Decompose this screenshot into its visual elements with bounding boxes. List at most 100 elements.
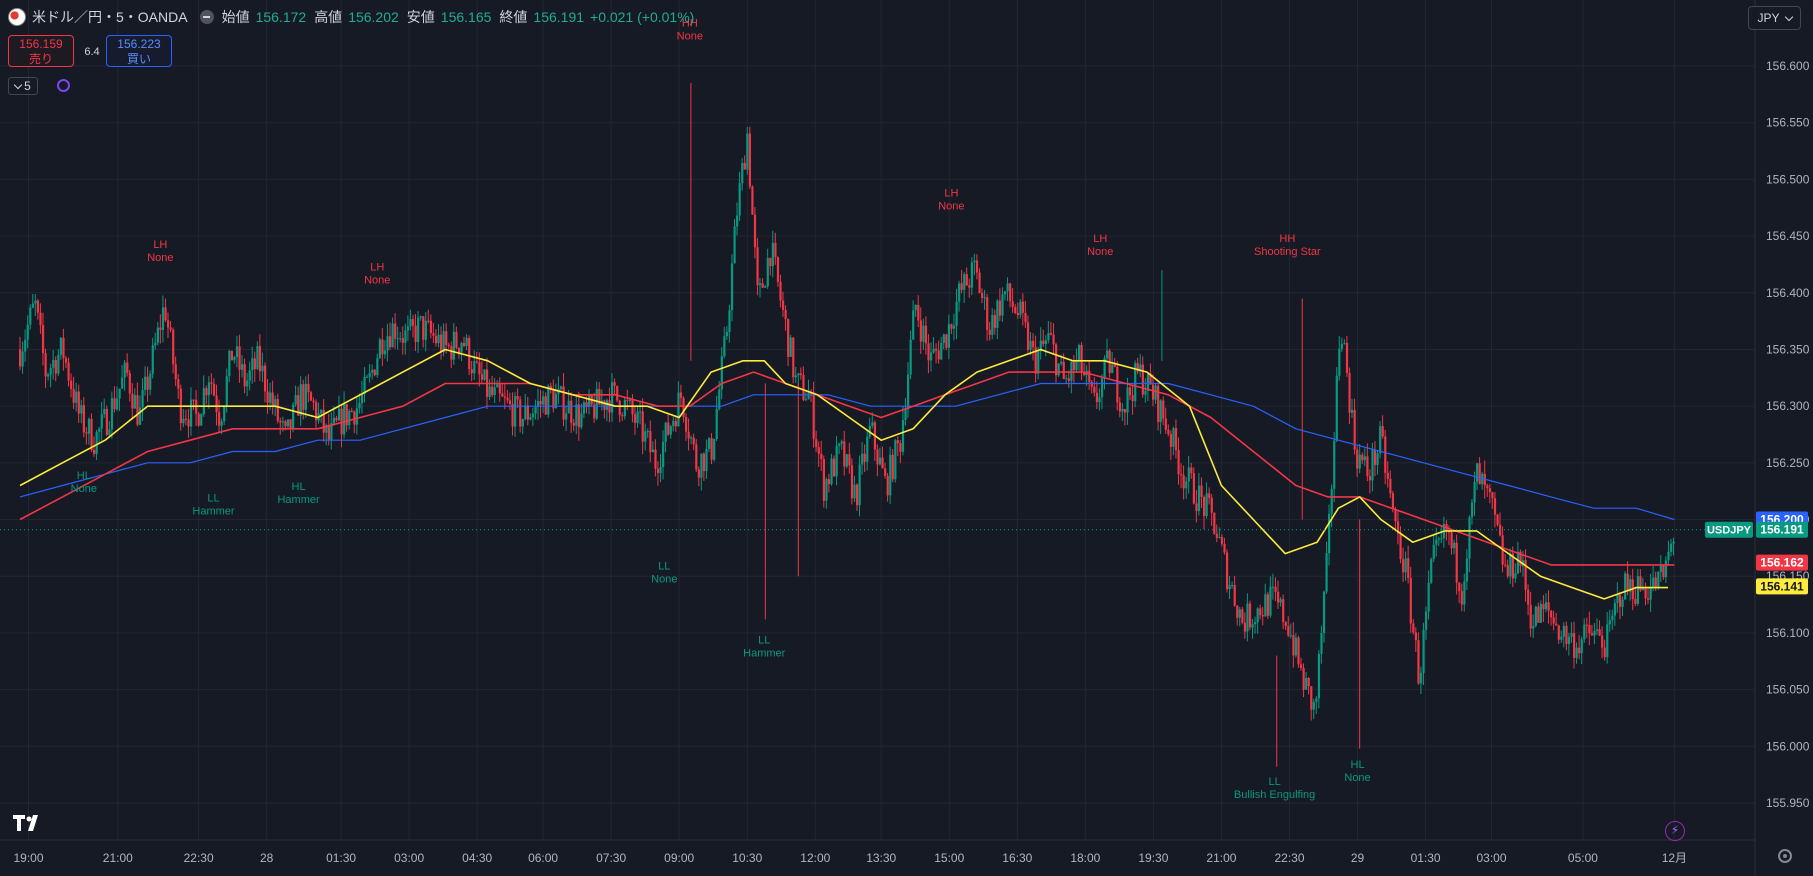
candle bbox=[1203, 495, 1206, 530]
candle bbox=[72, 376, 75, 409]
lightning-icon[interactable]: ⚡ bbox=[1665, 821, 1685, 841]
candle bbox=[1254, 616, 1257, 634]
candle bbox=[169, 320, 172, 333]
candle bbox=[1516, 541, 1520, 575]
candle bbox=[205, 385, 208, 405]
ma-yellow-line bbox=[19, 348, 1668, 600]
candle bbox=[641, 398, 644, 455]
price-axis-label: 156.050 bbox=[1766, 683, 1810, 697]
candle bbox=[1417, 632, 1420, 685]
sync-icon[interactable] bbox=[57, 79, 70, 92]
buy-button[interactable]: 156.223 買い bbox=[106, 35, 172, 67]
candle bbox=[950, 323, 953, 335]
gear-icon[interactable] bbox=[1778, 849, 1792, 863]
candle bbox=[707, 437, 711, 453]
candle bbox=[1032, 333, 1035, 361]
candle bbox=[899, 439, 902, 464]
candle bbox=[702, 452, 706, 481]
candle bbox=[690, 435, 693, 445]
candle bbox=[1274, 577, 1277, 602]
candle bbox=[1088, 361, 1091, 390]
candle bbox=[1177, 437, 1180, 485]
candle bbox=[955, 288, 958, 340]
candle bbox=[539, 389, 542, 418]
candle bbox=[164, 298, 167, 323]
candle bbox=[1126, 377, 1129, 426]
candle bbox=[396, 326, 399, 350]
candle bbox=[1052, 323, 1055, 354]
candle bbox=[1011, 288, 1014, 313]
candle bbox=[1118, 397, 1122, 418]
candle bbox=[776, 256, 780, 287]
time-axis-label: 01:30 bbox=[1411, 851, 1441, 865]
candle bbox=[544, 392, 547, 415]
candle bbox=[82, 397, 85, 438]
symbol-legend: 米ドル／円・5・OANDA 始値 156.172 高値 156.202 安値 156.… bbox=[8, 7, 694, 27]
candle bbox=[141, 378, 144, 421]
interval-selector[interactable]: 5 bbox=[8, 77, 38, 95]
candle bbox=[294, 385, 297, 407]
candle bbox=[1271, 573, 1275, 600]
candle bbox=[1215, 524, 1218, 543]
candle bbox=[1348, 367, 1351, 425]
candle bbox=[215, 384, 218, 426]
price-axis-label: 156.300 bbox=[1766, 399, 1810, 413]
candle bbox=[1106, 338, 1109, 361]
candle bbox=[1021, 293, 1025, 326]
candle bbox=[49, 363, 52, 388]
candle bbox=[1284, 620, 1287, 631]
currency-button[interactable]: JPY bbox=[1748, 6, 1801, 30]
candle bbox=[848, 442, 851, 474]
candle bbox=[1172, 426, 1175, 456]
candle bbox=[131, 383, 134, 419]
candle bbox=[700, 453, 703, 491]
candle bbox=[136, 382, 139, 427]
candle bbox=[511, 392, 514, 436]
candle bbox=[1552, 610, 1555, 631]
candle bbox=[952, 313, 956, 341]
swing-label-type: LL bbox=[758, 634, 770, 646]
candle bbox=[685, 413, 688, 441]
time-axis-label: 19:30 bbox=[1138, 851, 1168, 865]
low-value: 156.165 bbox=[440, 9, 492, 25]
symbol-title[interactable]: 米ドル／円・5・OANDA bbox=[32, 9, 188, 25]
candle bbox=[146, 366, 149, 402]
candle bbox=[1358, 443, 1361, 474]
candle bbox=[881, 446, 884, 469]
candle bbox=[1450, 531, 1453, 555]
candle bbox=[1544, 593, 1548, 613]
candle bbox=[19, 336, 22, 371]
candle bbox=[1412, 619, 1415, 635]
candle bbox=[1256, 607, 1259, 634]
candle bbox=[1003, 291, 1007, 301]
candle bbox=[1585, 617, 1588, 638]
candle bbox=[159, 314, 162, 344]
candle bbox=[223, 404, 226, 425]
candle bbox=[521, 418, 524, 435]
candle bbox=[417, 311, 420, 353]
candle bbox=[258, 334, 262, 381]
candle bbox=[172, 327, 175, 374]
candle bbox=[312, 397, 315, 411]
candle bbox=[1241, 606, 1244, 625]
time-axis-label: 03:00 bbox=[394, 851, 424, 865]
candle bbox=[1562, 622, 1566, 648]
tradingview-logo-icon[interactable] bbox=[12, 814, 44, 832]
candle bbox=[123, 360, 126, 391]
candle bbox=[304, 376, 307, 418]
candle bbox=[1338, 335, 1341, 381]
minus-icon[interactable] bbox=[199, 10, 214, 24]
candle bbox=[861, 442, 864, 475]
candle bbox=[266, 379, 269, 414]
candle bbox=[639, 401, 642, 425]
candle bbox=[674, 415, 677, 432]
candle bbox=[414, 314, 417, 351]
candle bbox=[409, 309, 412, 331]
candle bbox=[1618, 591, 1622, 620]
sell-button[interactable]: 156.159 売り bbox=[8, 35, 74, 67]
candle bbox=[838, 442, 841, 455]
candle bbox=[279, 417, 282, 435]
candle bbox=[1279, 597, 1282, 607]
price-axis-label: 156.550 bbox=[1766, 116, 1810, 130]
